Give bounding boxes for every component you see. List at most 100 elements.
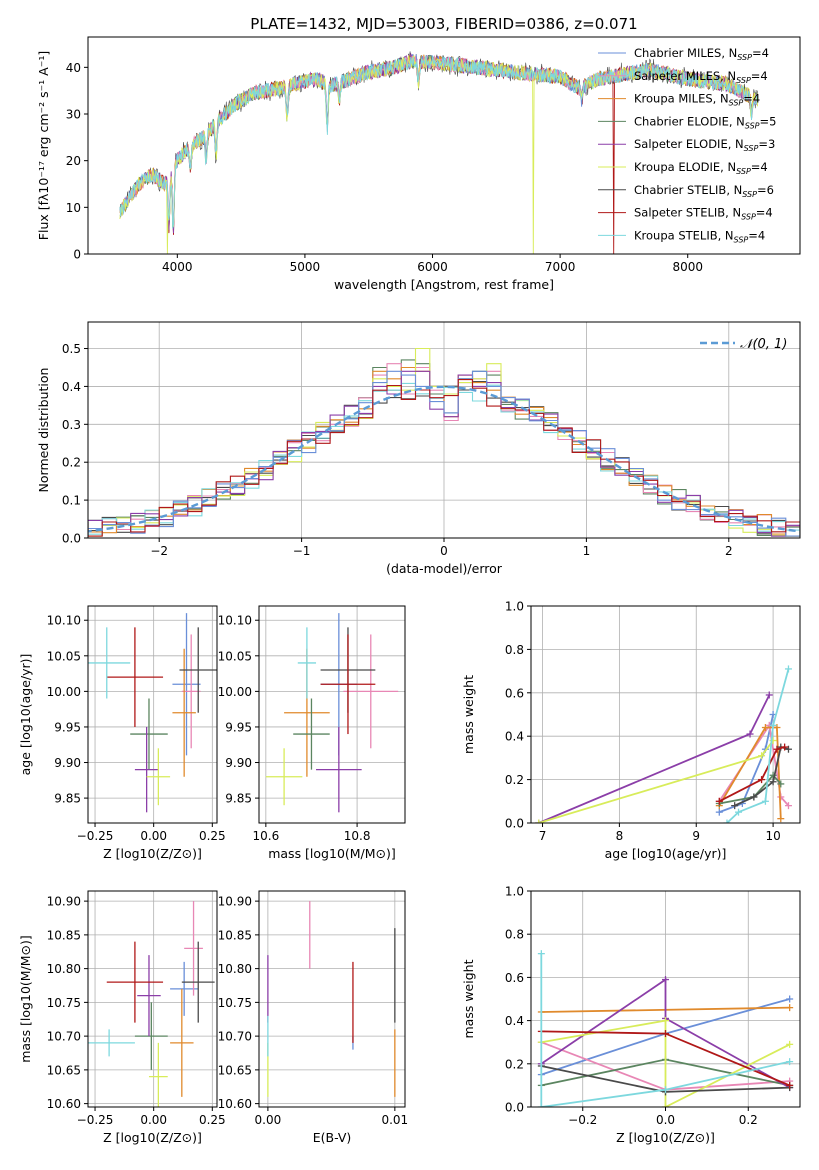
x-tick-label: 0.00: [255, 1113, 282, 1127]
legend: Chabrier MILES, NSSP=4 Salpeter MILES, NS…: [598, 46, 776, 244]
y-tick-label: 1.0: [505, 885, 524, 899]
panels: 4000 5000 6000 7000 8000010203040wavelength …: [18, 36, 801, 1145]
legend-entry: Kroupa MILES, NSSP=4: [634, 92, 760, 108]
y-tick-label: 10.75: [47, 996, 81, 1010]
legend-entry: 𝒩(0, 1): [740, 337, 787, 352]
legend-entry: Salpeter MILES, NSSP=4: [634, 69, 768, 85]
y-tick-label: 10.00: [47, 685, 81, 699]
x-tick-label: 10.8: [344, 829, 371, 843]
x-tick-label: −0.25: [77, 1113, 114, 1127]
x-tick-label: 8: [616, 829, 624, 843]
plot-area-spectrum: [119, 51, 759, 254]
x-tick-label: 0: [440, 544, 448, 558]
x-tick-label: 4000: [162, 260, 193, 274]
y-tick-label: 0.0: [505, 1101, 524, 1115]
y-tick-label: 10: [66, 201, 81, 215]
y-tick-label: 30: [66, 108, 81, 122]
panel-mass_weight_vs_age: 7 8 9 10 0.0 0.2 0.4 0.6 0.8 1.0 age [log10(age/yr…: [461, 600, 801, 861]
x-axis-label: Z [log10(Z/Z⊙)]: [616, 1130, 715, 1145]
plot-area-mass_weight_vs_age: [535, 665, 792, 823]
axes-frame: [87, 36, 801, 255]
legend-entry: Kroupa ELODIE, NSSP=4: [634, 160, 768, 176]
panel-mass_vs_ebv: 0.00 0.01 10.60 10.65 10.70 10.75 10.80 10.85 10…: [218, 890, 408, 1145]
y-tick-label: 10.00: [218, 685, 252, 699]
y-tick-label: 0.6: [505, 686, 524, 700]
panel-residuals: −2 −1 0 1 2 0.0 0.1 0.2 0.3 0.4 0.5 (data-model)/er…: [36, 321, 801, 576]
x-tick-label: −1: [293, 544, 311, 558]
y-tick-label: 0.8: [505, 643, 524, 657]
x-tick-label: 0.25: [199, 1113, 226, 1127]
weight-line-3: [719, 773, 782, 805]
panel-age_vs_Z: −0.25 0.00 0.25 9.85 9.90 9.95 10.00 10.05 10.10…: [18, 605, 226, 861]
plot-area-residuals: [88, 347, 800, 537]
x-tick-label: 7: [539, 829, 547, 843]
y-tick-label: 10.65: [47, 1063, 81, 1077]
x-tick-label: 0.00: [140, 1113, 167, 1127]
y-tick-label: 0.4: [505, 1014, 524, 1028]
spectrum-line-5: [119, 55, 759, 254]
y-tick-label: 10.75: [218, 996, 252, 1010]
x-tick-label: 6000: [417, 260, 448, 274]
y-tick-label: 10.85: [218, 928, 252, 942]
y-tick-label: 9.90: [54, 756, 81, 770]
x-tick-label: 1: [583, 544, 591, 558]
x-tick-label: 5000: [290, 260, 321, 274]
y-tick-label: 10.90: [47, 895, 81, 909]
y-tick-label: 10.80: [218, 962, 252, 976]
x-axis-label: mass [log10(M/M⊙)]: [268, 846, 396, 861]
x-tick-label: 0.00: [140, 829, 167, 843]
y-tick-label: 9.95: [54, 720, 81, 734]
legend-entry: Chabrier STELIB, NSSP=6: [634, 183, 774, 199]
y-axis-label: Normed distribution: [36, 368, 51, 493]
y-tick-label: 10.70: [218, 1030, 252, 1044]
y-tick-label: 10.65: [218, 1063, 252, 1077]
legend-entry: Salpeter STELIB, NSSP=4: [634, 206, 773, 222]
axes-frame: [258, 605, 406, 824]
y-axis-label: Flux [fλ10⁻¹⁷ erg cm⁻² s⁻¹ A⁻¹]: [36, 51, 51, 240]
x-tick-label: 9: [692, 829, 700, 843]
y-tick-label: 10.60: [218, 1097, 252, 1111]
y-tick-label: 10.05: [218, 649, 252, 663]
plot-area-mass_weight_vs_Z: [537, 950, 794, 1107]
x-axis-label: Z [log10(Z/Z⊙)]: [103, 846, 202, 861]
y-tick-label: 0.2: [505, 773, 524, 787]
legend-entry: Chabrier MILES, NSSP=4: [634, 46, 769, 62]
y-tick-label: 0.0: [62, 532, 81, 546]
axes-frame: [87, 890, 218, 1108]
y-tick-label: 0.1: [62, 494, 81, 508]
x-tick-label: 0.2: [739, 1113, 758, 1127]
y-tick-label: 0.2: [505, 1057, 524, 1071]
y-tick-label: 10.60: [47, 1097, 81, 1111]
spectrum-line-8: [119, 55, 759, 229]
panel-age_vs_mass: 10.6 10.8 9.85 9.90 9.95 10.00 10.05 10.10 mass …: [218, 605, 406, 861]
plot-area-age_vs_Z: [88, 613, 217, 813]
y-tick-label: 9.85: [225, 792, 252, 806]
x-tick-label: 10: [765, 829, 780, 843]
y-tick-label: 10.80: [47, 962, 81, 976]
y-axis-label: mass weight: [461, 959, 476, 1038]
y-tick-label: 0.0: [505, 817, 524, 831]
legend-entry: Salpeter ELODIE, NSSP=3: [634, 137, 775, 153]
plot-area-mass_vs_Z: [88, 901, 215, 1107]
x-axis-label: (data-model)/error: [386, 561, 503, 576]
x-tick-label: 2: [725, 544, 733, 558]
y-tick-label: 0.3: [62, 418, 81, 432]
y-tick-label: 40: [66, 61, 81, 75]
y-tick-label: 9.90: [225, 756, 252, 770]
x-tick-label: −0.25: [77, 829, 114, 843]
y-tick-label: 1.0: [505, 600, 524, 614]
axes-frame: [258, 890, 406, 1108]
y-tick-label: 10.05: [47, 649, 81, 663]
x-tick-label: 8000: [672, 260, 703, 274]
x-tick-label: 0.25: [199, 829, 226, 843]
y-tick-label: 0.4: [505, 730, 524, 744]
y-tick-label: 10.10: [47, 614, 81, 628]
x-tick-label: −0.2: [568, 1113, 597, 1127]
y-tick-label: 10.85: [47, 928, 81, 942]
panel-spectrum: 4000 5000 6000 7000 8000 0 10 20 30 40 wavelength …: [36, 36, 801, 292]
weight-line-8: [540, 953, 790, 1107]
x-axis-label: age [log10(age/yr)]: [605, 846, 727, 861]
figure-title: PLATE=1432, MJD=53003, FIBERID=0386, z=0…: [250, 15, 637, 33]
y-tick-label: 0.8: [505, 928, 524, 942]
